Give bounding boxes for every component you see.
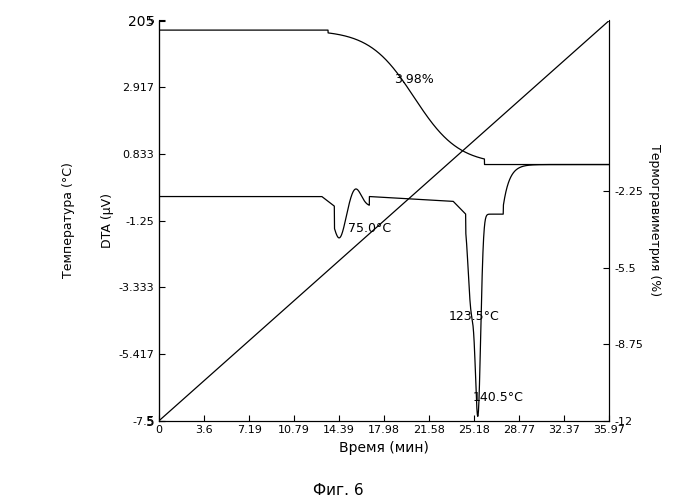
Text: 140.5°C: 140.5°C bbox=[473, 392, 523, 404]
Y-axis label: DTA (μV): DTA (μV) bbox=[101, 193, 114, 248]
Text: 3.98%: 3.98% bbox=[394, 73, 434, 86]
Y-axis label: Температура (°С): Температура (°С) bbox=[62, 162, 75, 278]
Text: 123.5°C: 123.5°C bbox=[449, 310, 500, 323]
X-axis label: Время (мин): Время (мин) bbox=[339, 441, 429, 455]
Text: Фиг. 6: Фиг. 6 bbox=[313, 483, 363, 498]
Y-axis label: Термогравиметрия (%): Термогравиметрия (%) bbox=[648, 144, 661, 296]
Text: 75.0°C: 75.0°C bbox=[348, 222, 391, 235]
